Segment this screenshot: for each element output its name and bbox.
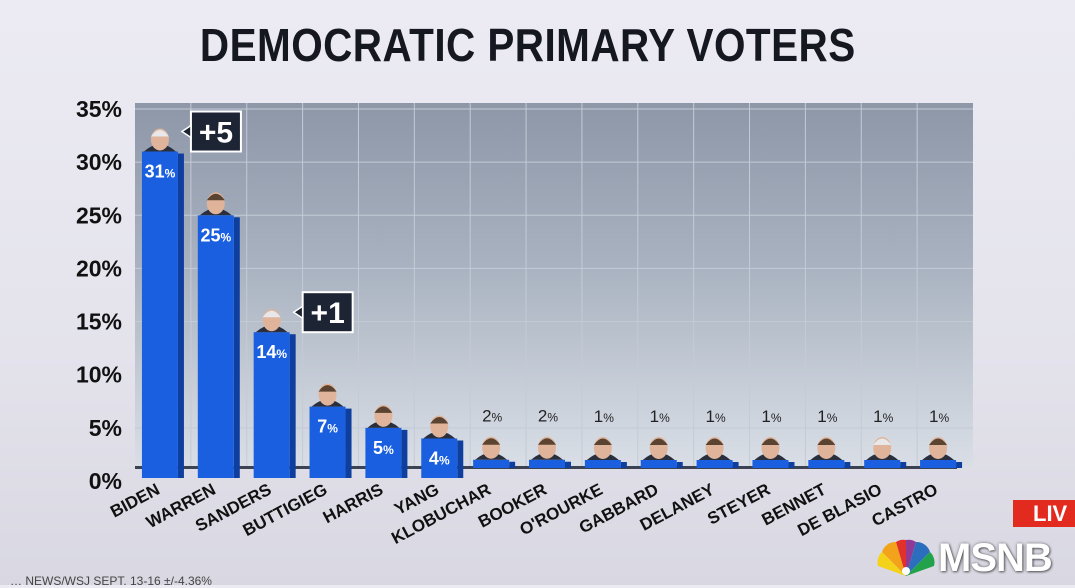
- value-label: 4%: [429, 448, 450, 468]
- y-tick-label: 20%: [76, 255, 122, 281]
- candidate-photo-icon: [143, 128, 176, 152]
- bar-side: [732, 462, 739, 468]
- change-badge: +1: [292, 291, 354, 334]
- bar-side: [956, 462, 963, 468]
- bar-face: [141, 151, 178, 478]
- bar-side: [620, 462, 627, 468]
- bar-side: [676, 462, 683, 468]
- value-label: 7%: [317, 417, 338, 437]
- y-tick-label: 25%: [76, 202, 122, 228]
- candidate-photo-icon: [367, 404, 400, 428]
- bar-sanders: [253, 309, 296, 478]
- value-label: 1%: [817, 407, 837, 426]
- change-label: +1: [311, 297, 345, 330]
- bar-side: [233, 217, 240, 479]
- bar-bennet: [808, 437, 851, 468]
- bar-face: [197, 215, 234, 479]
- value-label: 31%: [145, 162, 176, 182]
- bar-side: [509, 461, 516, 468]
- bar-biden: [141, 128, 184, 478]
- bar-side: [401, 429, 408, 478]
- bar-face: [421, 438, 458, 478]
- category-label: HARRIS: [320, 480, 386, 527]
- bar-buttigieg: [309, 383, 352, 478]
- bar-side: [457, 440, 464, 478]
- y-tick-label: 30%: [76, 149, 122, 175]
- bar-face: [584, 460, 621, 468]
- bar-face: [640, 460, 677, 468]
- y-tick-label: 15%: [76, 309, 122, 335]
- value-label: 1%: [873, 407, 893, 426]
- value-label: 1%: [650, 407, 670, 426]
- candidate-photo-icon: [754, 437, 787, 460]
- bar-yang: [421, 415, 464, 478]
- y-tick-label: 10%: [76, 362, 122, 388]
- candidate-photo-icon: [922, 437, 955, 460]
- bar-face: [253, 332, 290, 478]
- bar-face: [473, 459, 510, 468]
- value-label: 1%: [706, 407, 726, 426]
- y-tick-label: 35%: [76, 96, 122, 122]
- network-logo-text: MSNB: [938, 536, 1053, 580]
- value-label: 5%: [373, 438, 394, 458]
- bar-booker: [529, 436, 571, 468]
- y-tick-label: 0%: [89, 468, 122, 494]
- bar-warren: [197, 192, 240, 479]
- value-label: 1%: [929, 407, 949, 426]
- candidate-photo-icon: [586, 437, 619, 460]
- bar-face: [696, 460, 733, 468]
- bar-klobuchar: [473, 436, 516, 468]
- bar-harris: [365, 404, 408, 478]
- value-label: 25%: [200, 225, 231, 245]
- bar-side: [788, 462, 795, 468]
- change-badge: +5: [180, 110, 242, 153]
- candidate-photo-icon: [199, 192, 232, 216]
- bar-face: [920, 460, 957, 468]
- candidate-photo-icon: [423, 415, 456, 439]
- candidate-photo-icon: [531, 436, 563, 460]
- bar-o-rourke: [584, 437, 627, 468]
- bar-steyer: [752, 437, 795, 468]
- bar-side: [900, 462, 907, 468]
- candidate-photo-icon: [698, 437, 731, 460]
- bar-delaney: [696, 437, 739, 468]
- y-tick-label: 5%: [89, 415, 122, 441]
- bar-side: [177, 153, 184, 478]
- value-label: 1%: [761, 407, 781, 426]
- bar-face: [752, 460, 789, 468]
- candidate-photo-icon: [311, 383, 344, 407]
- bar-side: [289, 334, 296, 478]
- bar-castro: [920, 437, 963, 468]
- candidate-photo-icon: [255, 309, 288, 333]
- bar-de-blasio: [864, 437, 907, 468]
- value-label: 1%: [594, 407, 614, 426]
- value-label: 14%: [256, 342, 287, 362]
- gridlines: [135, 103, 973, 466]
- bar-face: [309, 406, 346, 478]
- value-label: 2%: [482, 407, 502, 426]
- bar-side: [565, 461, 571, 468]
- bar-face: [864, 460, 901, 468]
- bar-side: [345, 408, 352, 478]
- live-badge: LIV: [1013, 500, 1075, 527]
- source-footer: … NEWS/WSJ SEPT. 13-16 ±/-4.36%: [10, 574, 212, 588]
- candidate-photo-icon: [475, 436, 508, 460]
- value-label: 2%: [538, 407, 558, 426]
- change-label: +5: [199, 117, 233, 150]
- chart-title: DEMOCRATIC PRIMARY VOTERS: [199, 19, 856, 71]
- bar-side: [844, 462, 851, 468]
- candidate-photo-icon: [642, 437, 675, 460]
- candidate-photo-icon: [810, 437, 843, 460]
- nbc-peacock-icon: [877, 539, 935, 576]
- bar-face: [365, 427, 402, 478]
- bar-gabbard: [640, 437, 683, 468]
- candidate-photo-icon: [866, 437, 899, 460]
- bar-face: [529, 459, 565, 468]
- bar-face: [808, 460, 845, 468]
